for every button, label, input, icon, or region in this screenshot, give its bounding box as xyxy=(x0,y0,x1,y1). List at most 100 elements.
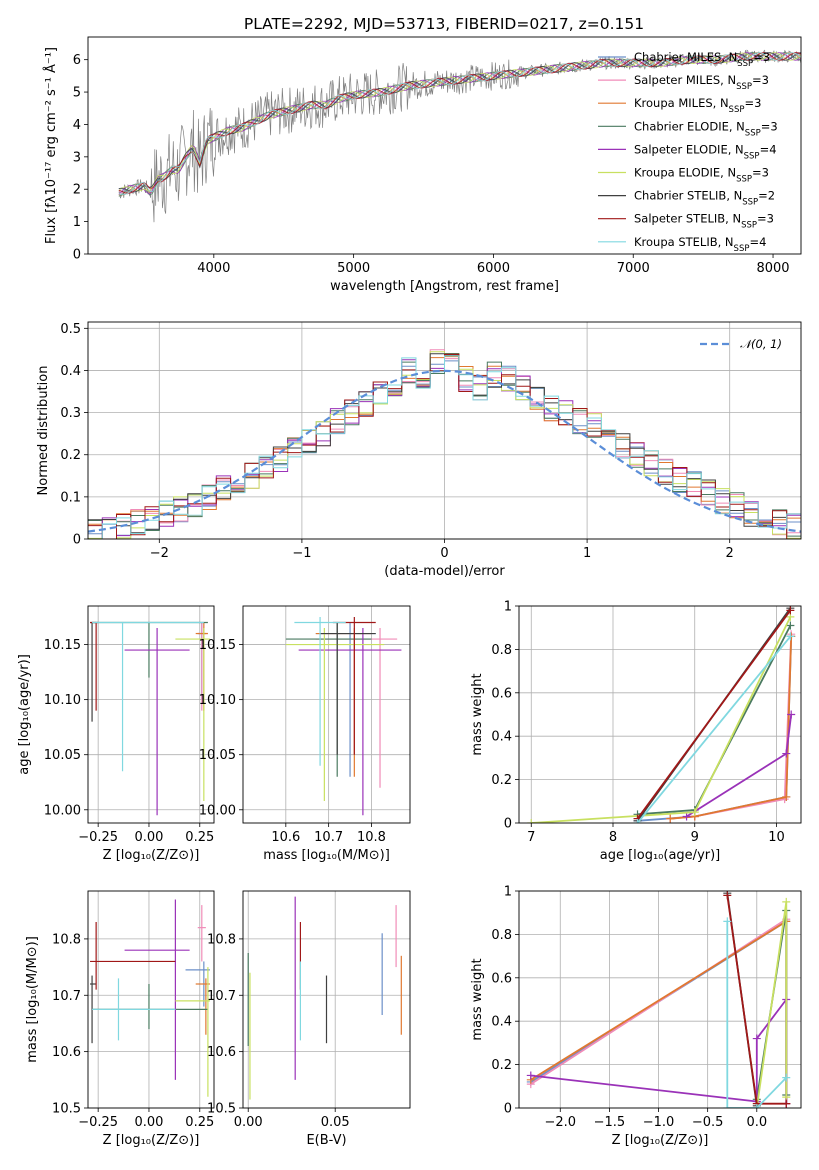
legend-label-kroupa_miles: Kroupa MILES, NSSP=3 xyxy=(634,96,761,115)
panel-age_vs_Z: −0.25 0.00 0.25 10.00 10.05 10.10 10.15 Z [log₁… xyxy=(17,605,215,863)
x-axis-label: age [log₁₀(age/yr)] xyxy=(600,848,721,863)
x-axis-label: (data-model)/error xyxy=(384,564,505,579)
x-tick-label: 1 xyxy=(583,546,591,561)
plot-area xyxy=(527,606,796,823)
y-axis-label: Normed distribution xyxy=(36,366,51,496)
plot-area xyxy=(247,896,402,1100)
panel-mass_vs_ebv: 0.00 0.05 10.5 10.6 10.7 10.8 E(B-V) xyxy=(207,890,411,1148)
y-tick-label: 0.6 xyxy=(491,686,512,701)
legend-label-chabrier_stelib: Chabrier STELIB, NSSP=2 xyxy=(634,189,775,208)
plot-area xyxy=(526,891,791,1108)
y-tick-label: 0 xyxy=(73,533,81,548)
panel-age_vs_mass: 10.6 10.7 10.8 10.00 10.05 10.10 10.15 mass [lo… xyxy=(199,605,411,863)
y-tick-label: 1 xyxy=(504,885,512,900)
plot-area xyxy=(88,349,801,539)
series-line-salpeter_stelib xyxy=(636,609,792,820)
spectrum-model-chabrier_stelib xyxy=(118,52,801,193)
series-point-kroupa_elodie xyxy=(690,808,699,817)
x-tick-label: −0.25 xyxy=(78,1115,118,1130)
y-tick-label: 10.00 xyxy=(199,803,236,818)
x-tick-label: 10.7 xyxy=(314,830,343,845)
series-point-chabrier_elodie xyxy=(786,621,795,630)
series-point-kroupa_elodie xyxy=(782,897,791,906)
x-tick-label: 8000 xyxy=(756,261,789,276)
axes-frame xyxy=(87,36,802,255)
series-point-kroupa_stelib xyxy=(723,917,732,926)
axes-frame xyxy=(87,890,215,1109)
y-axis-label: mass weight xyxy=(470,958,485,1040)
y-tick-label: 10.6 xyxy=(207,1045,236,1060)
y-tick-label: 10.10 xyxy=(199,693,236,708)
y-tick-label: 0.2 xyxy=(491,773,512,788)
x-tick-label: −0.5 xyxy=(692,1115,724,1130)
y-tick-label: 6 xyxy=(73,53,81,68)
x-tick-label: 5000 xyxy=(337,261,370,276)
y-tick-label: 0.2 xyxy=(491,1058,512,1073)
legend-label-chabrier_elodie: Chabrier ELODIE, NSSP=3 xyxy=(634,119,778,138)
legend-label-kroupa_stelib: Kroupa STELIB, NSSP=4 xyxy=(634,235,766,254)
y-tick-label: 0 xyxy=(504,817,512,832)
x-axis-label: Z [log₁₀(Z/Z⊙)] xyxy=(103,1133,200,1148)
axes-frame xyxy=(242,605,411,824)
histogram-kroupa_stelib xyxy=(88,355,801,539)
series-line-kroupa_stelib xyxy=(726,921,787,1108)
y-tick-label: 0.8 xyxy=(491,928,512,943)
x-axis-label: Z [log₁₀(Z/Z⊙)] xyxy=(103,848,200,863)
x-axis-label: E(B-V) xyxy=(306,1133,346,1148)
series-point-kroupa_stelib xyxy=(752,1104,761,1108)
spectrum-model-salpeter_stelib xyxy=(118,52,801,194)
panel-massweight_vs_age: 7 8 9 10 0 0.2 0.4 0.6 0.8 1 age [log₁₀(age/yr)] ma… xyxy=(470,600,802,863)
spectrum-model-kroupa_stelib xyxy=(118,52,801,196)
y-axis-label: Flux [fλ10⁻¹⁷ erg cm⁻² s⁻¹ Å⁻¹] xyxy=(43,47,59,244)
series-point-salpeter_stelib xyxy=(782,1099,791,1108)
x-axis-label: Z [log₁₀(Z/Z⊙)] xyxy=(612,1133,709,1148)
legend-label-salpeter_elodie: Salpeter ELODIE, NSSP=4 xyxy=(634,142,777,161)
y-tick-label: 0.8 xyxy=(491,643,512,658)
series-line-kroupa_stelib xyxy=(636,635,792,823)
spectrum-model-kroupa_elodie xyxy=(118,52,801,192)
spectrum-model-chabrier_elodie xyxy=(118,52,801,197)
series-point-kroupa_stelib xyxy=(782,1073,791,1082)
y-tick-label: 2 xyxy=(73,183,81,198)
series-point-kroupa_miles xyxy=(666,814,675,823)
figure-title: PLATE=2292, MJD=53713, FIBERID=0217, z=0… xyxy=(244,15,644,33)
x-tick-label: 0.0 xyxy=(746,1115,767,1130)
series-point-salpeter_elodie xyxy=(752,1034,761,1043)
x-tick-label: 7 xyxy=(527,830,535,845)
x-tick-label: 10.6 xyxy=(271,830,300,845)
y-tick-label: 4 xyxy=(73,118,81,133)
x-tick-label: 10 xyxy=(768,830,785,845)
series-point-kroupa_stelib xyxy=(723,1104,732,1108)
axes-frame xyxy=(87,605,215,824)
legend-label-salpeter_stelib: Salpeter STELIB, NSSP=3 xyxy=(634,212,774,231)
legend-label-gaussian: 𝒩(0, 1) xyxy=(740,337,782,351)
x-tick-label: −1.5 xyxy=(594,1115,626,1130)
y-tick-label: 0 xyxy=(73,248,81,263)
x-tick-label: 0.00 xyxy=(134,830,163,845)
legend-label-chabrier_miles: Chabrier MILES, NSSP=3 xyxy=(634,50,770,69)
x-tick-label: 4000 xyxy=(197,261,230,276)
y-tick-label: 10.15 xyxy=(44,638,81,653)
y-tick-label: 0 xyxy=(504,1102,512,1117)
x-tick-label: −2 xyxy=(150,546,169,561)
y-tick-label: 0.2 xyxy=(60,448,81,463)
axes-frame xyxy=(518,890,802,1109)
series-point-kroupa_stelib xyxy=(633,819,642,823)
plot-area xyxy=(285,617,402,816)
y-tick-label: 1 xyxy=(504,600,512,615)
panel-mass_vs_Z: −0.25 0.00 0.25 10.5 10.6 10.7 10.8 Z [log₁₀(Z/… xyxy=(25,890,215,1148)
x-tick-label: 0.00 xyxy=(234,1115,263,1130)
series-point-salpeter_elodie xyxy=(682,812,691,821)
panel-massweight_vs_Z: −2.0 −1.5 −1.0 −0.5 0.0 0 0.2 0.4 0.6 0.8 1 Z [log₁… xyxy=(470,885,802,1148)
panel-spectrum: 4000 5000 6000 7000 8000 0 1 2 3 4 5 6 wavelength [A… xyxy=(43,36,802,294)
series-point-salpeter_elodie xyxy=(526,1071,535,1080)
histogram-kroupa_elodie xyxy=(88,351,801,539)
x-tick-label: 0 xyxy=(440,546,448,561)
y-axis-label: mass [log₁₀(M/M⊙)] xyxy=(25,936,40,1063)
x-tick-label: −1 xyxy=(292,546,311,561)
y-tick-label: 10.15 xyxy=(199,638,236,653)
spectrum-data-line xyxy=(118,49,801,223)
y-tick-label: 10.7 xyxy=(207,989,236,1004)
x-tick-label: 10.8 xyxy=(357,830,386,845)
